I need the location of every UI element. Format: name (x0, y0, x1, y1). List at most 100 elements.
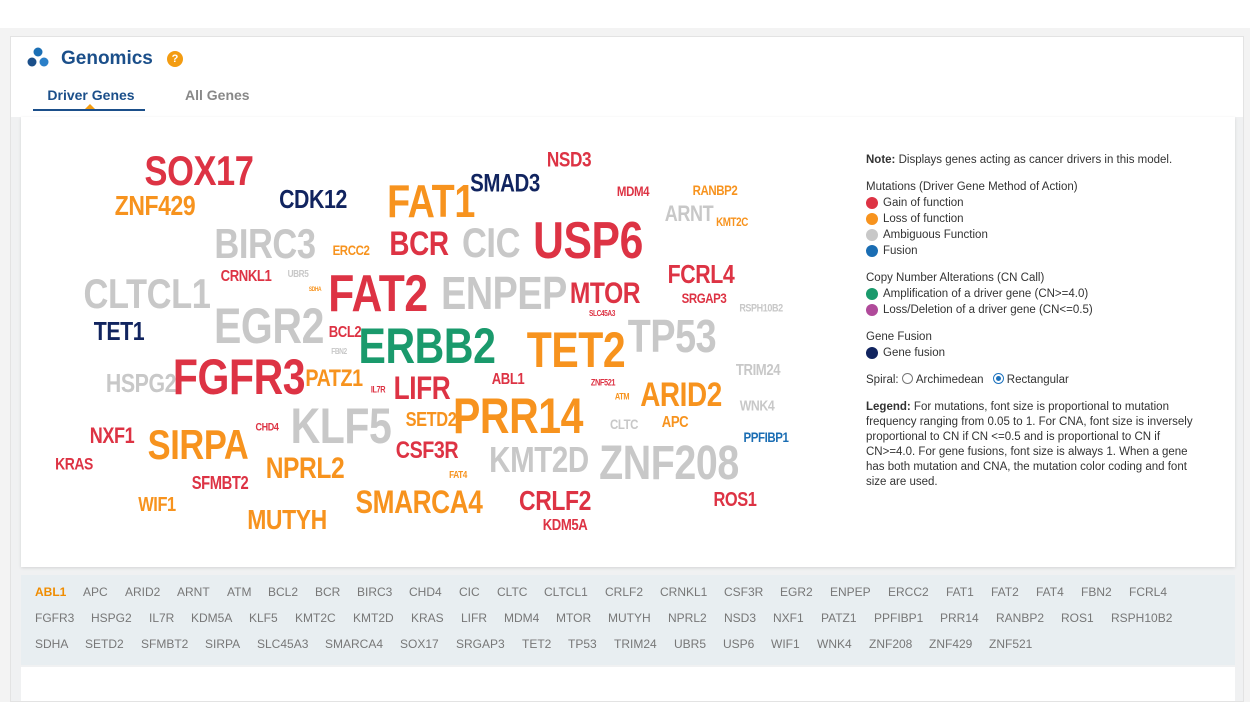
gene-word-cdk12[interactable]: CDK12 (279, 184, 347, 214)
gene-list-item-trim24[interactable]: TRIM24 (614, 637, 657, 651)
gene-list-item-birc3[interactable]: BIRC3 (357, 585, 393, 599)
gene-list-item-fat1[interactable]: FAT1 (946, 585, 974, 599)
gene-word-kmt2d[interactable]: KMT2D (489, 439, 589, 480)
gene-word-abl1[interactable]: ABL1 (491, 371, 525, 388)
gene-word-cltc[interactable]: CLTC (609, 416, 639, 432)
gene-word-usp6[interactable]: USP6 (533, 212, 643, 270)
gene-word-trim24[interactable]: TRIM24 (735, 362, 781, 379)
gene-word-smad3[interactable]: SMAD3 (470, 169, 540, 198)
gene-word-znf429[interactable]: ZNF429 (114, 190, 196, 221)
gene-list-item-znf521[interactable]: ZNF521 (989, 637, 1033, 651)
gene-list-item-chd4[interactable]: CHD4 (409, 585, 442, 599)
radio-rectangular[interactable] (992, 373, 1004, 384)
gene-word-slc45a3[interactable]: SLC45A3 (589, 309, 615, 318)
gene-word-crnkl1[interactable]: CRNKL1 (220, 268, 272, 285)
gene-word-arid2[interactable]: ARID2 (640, 376, 722, 414)
gene-list-item-patz1[interactable]: PATZ1 (821, 611, 857, 625)
gene-list-item-znf429[interactable]: ZNF429 (929, 637, 973, 651)
gene-word-ubr5[interactable]: UBR5 (287, 269, 309, 280)
gene-list-item-usp6[interactable]: USP6 (723, 637, 755, 651)
gene-list-item-bcl2[interactable]: BCL2 (268, 585, 299, 599)
gene-list-item-prr14[interactable]: PRR14 (940, 611, 979, 625)
gene-list-item-egr2[interactable]: EGR2 (780, 585, 813, 599)
gene-word-enpep[interactable]: ENPEP (441, 267, 567, 319)
gene-list-item-fcrl4[interactable]: FCRL4 (1129, 585, 1168, 599)
gene-list-item-sdha[interactable]: SDHA (35, 637, 69, 651)
gene-list-item-cic[interactable]: CIC (459, 585, 480, 599)
gene-word-crlf2[interactable]: CRLF2 (519, 485, 591, 516)
tab-driver-genes[interactable]: Driver Genes (47, 87, 135, 103)
gene-word-hspg2[interactable]: HSPG2 (105, 368, 177, 398)
gene-word-klf5[interactable]: KLF5 (290, 398, 392, 454)
gene-list-item-fat2[interactable]: FAT2 (991, 585, 1019, 599)
gene-word-apc[interactable]: APC (661, 414, 689, 431)
gene-word-nsd3[interactable]: NSD3 (546, 148, 592, 172)
gene-word-wnk4[interactable]: WNK4 (739, 397, 775, 415)
spiral-rectangular-option[interactable]: Rectangular (992, 373, 1069, 386)
gene-word-nprl2[interactable]: NPRL2 (265, 452, 345, 485)
gene-list-item-hspg2[interactable]: HSPG2 (91, 611, 132, 625)
gene-list-item-srgap3[interactable]: SRGAP3 (456, 637, 505, 651)
tab-all-genes[interactable]: All Genes (185, 87, 250, 103)
gene-word-smarca4[interactable]: SMARCA4 (355, 484, 483, 520)
gene-word-chd4[interactable]: CHD4 (255, 421, 279, 434)
gene-list-item-znf208[interactable]: ZNF208 (869, 637, 913, 651)
gene-word-nxf1[interactable]: NXF1 (89, 423, 135, 448)
gene-list-item-tet2[interactable]: TET2 (522, 637, 552, 651)
gene-word-wif1[interactable]: WIF1 (138, 494, 176, 516)
gene-word-mutyh[interactable]: MUTYH (247, 504, 327, 535)
gene-list-item-mutyh[interactable]: MUTYH (608, 611, 651, 625)
gene-list-item-wnk4[interactable]: WNK4 (817, 637, 852, 651)
gene-word-egr2[interactable]: EGR2 (213, 298, 325, 354)
gene-list-item-ranbp2[interactable]: RANBP2 (996, 611, 1045, 625)
gene-word-sox17[interactable]: SOX17 (144, 147, 254, 194)
gene-word-cic[interactable]: CIC (461, 219, 521, 266)
gene-list-item-lifr[interactable]: LIFR (461, 611, 488, 625)
gene-list-item-tp53[interactable]: TP53 (568, 637, 597, 651)
gene-list-item-csf3r[interactable]: CSF3R (724, 585, 764, 599)
gene-list-item-crnkl1[interactable]: CRNKL1 (660, 585, 708, 599)
gene-list-item-rsph10b2[interactable]: RSPH10B2 (1111, 611, 1173, 625)
gene-list-item-fgfr3[interactable]: FGFR3 (35, 611, 75, 625)
gene-word-kmt2c[interactable]: KMT2C (716, 215, 748, 229)
spiral-archimedean-option[interactable]: Archimedean (901, 373, 984, 386)
gene-list-item-il7r[interactable]: IL7R (149, 611, 175, 625)
gene-list-item-wif1[interactable]: WIF1 (771, 637, 800, 651)
help-icon[interactable]: ? (167, 51, 183, 67)
gene-list-item-fbn2[interactable]: FBN2 (1081, 585, 1112, 599)
gene-list-item-kdm5a[interactable]: KDM5A (191, 611, 233, 625)
gene-list-item-atm[interactable]: ATM (227, 585, 252, 599)
gene-word-ercc2[interactable]: ERCC2 (332, 242, 370, 258)
gene-word-prr14[interactable]: PRR14 (452, 388, 584, 444)
gene-word-znf521[interactable]: ZNF521 (590, 377, 616, 388)
gene-word-sfmbt2[interactable]: SFMBT2 (191, 473, 249, 493)
gene-word-lifr[interactable]: LIFR (393, 370, 451, 406)
gene-list-item-arnt[interactable]: ARNT (177, 585, 210, 599)
gene-word-srgap3[interactable]: SRGAP3 (681, 290, 727, 306)
gene-list-item-apc[interactable]: APC (83, 585, 108, 599)
gene-list-item-slc45a3[interactable]: SLC45A3 (257, 637, 309, 651)
gene-word-fgfr3[interactable]: FGFR3 (172, 349, 306, 405)
gene-word-mdm4[interactable]: MDM4 (616, 183, 650, 199)
gene-word-cltcl1[interactable]: CLTCL1 (83, 270, 211, 317)
gene-word-tet1[interactable]: TET1 (93, 316, 145, 346)
gene-word-birc3[interactable]: BIRC3 (214, 220, 316, 267)
gene-word-tp53[interactable]: TP53 (627, 310, 717, 362)
gene-word-ros1[interactable]: ROS1 (713, 489, 757, 511)
gene-list-item-ubr5[interactable]: UBR5 (674, 637, 707, 651)
gene-word-tet2[interactable]: TET2 (526, 322, 626, 378)
gene-word-ranbp2[interactable]: RANBP2 (692, 182, 738, 198)
gene-word-rsph10b2[interactable]: RSPH10B2 (739, 302, 783, 315)
gene-list-item-nsd3[interactable]: NSD3 (724, 611, 757, 625)
gene-list-item-abl1[interactable]: ABL1 (35, 585, 67, 599)
gene-list-item-setd2[interactable]: SETD2 (85, 637, 124, 651)
gene-word-setd2[interactable]: SETD2 (405, 409, 457, 431)
gene-word-fat2[interactable]: FAT2 (328, 265, 428, 323)
gene-word-bcl2[interactable]: BCL2 (328, 324, 362, 341)
gene-list-item-kmt2d[interactable]: KMT2D (353, 611, 394, 625)
gene-word-mtor[interactable]: MTOR (569, 277, 641, 310)
gene-list-item-sirpa[interactable]: SIRPA (205, 637, 241, 651)
gene-word-sirpa[interactable]: SIRPA (147, 421, 249, 468)
gene-list-item-kras[interactable]: KRAS (411, 611, 444, 625)
gene-list-item-ercc2[interactable]: ERCC2 (888, 585, 929, 599)
